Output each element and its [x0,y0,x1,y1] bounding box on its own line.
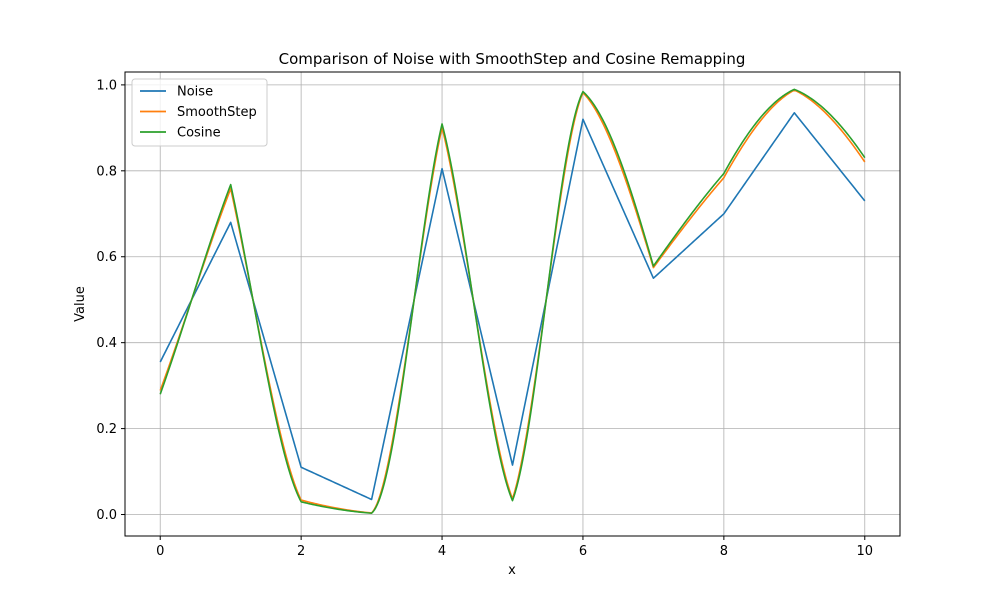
x-tick-label: 0 [156,544,164,559]
y-tick-label: 0.6 [96,250,117,265]
legend: Noise SmoothStep Cosine [131,78,268,147]
y-tick-label: 1.0 [96,78,117,93]
x-tick-label: 10 [856,544,873,559]
x-tick-label: 4 [438,544,446,559]
y-tick-label: 0.2 [96,422,117,437]
legend-label-smoothstep: SmoothStep [177,105,257,120]
plot-area-frame [124,71,901,537]
series-line-cosine [159,88,866,515]
series-line-noise [159,112,866,501]
y-tick-label: 0.8 [96,164,117,179]
legend-label-noise: Noise [177,85,213,100]
tick-layer: 0 2 4 6 8 10 0.0 0.2 0.4 0.6 0.8 1.0 [96,78,873,559]
grid-layer [125,72,900,536]
y-axis-label: Value [73,286,88,322]
x-tick-label: 8 [720,544,728,559]
legend-label-cosine: Cosine [177,126,221,141]
series-layer [159,88,866,515]
legend-box [131,78,268,147]
x-tick-label: 2 [297,544,305,559]
y-tick-label: 0.4 [96,336,117,351]
x-tick-label: 6 [579,544,587,559]
x-axis-label: x [508,563,516,578]
chart-title: Comparison of Noise with SmoothStep and … [279,50,746,68]
y-tick-label: 0.0 [96,508,117,523]
